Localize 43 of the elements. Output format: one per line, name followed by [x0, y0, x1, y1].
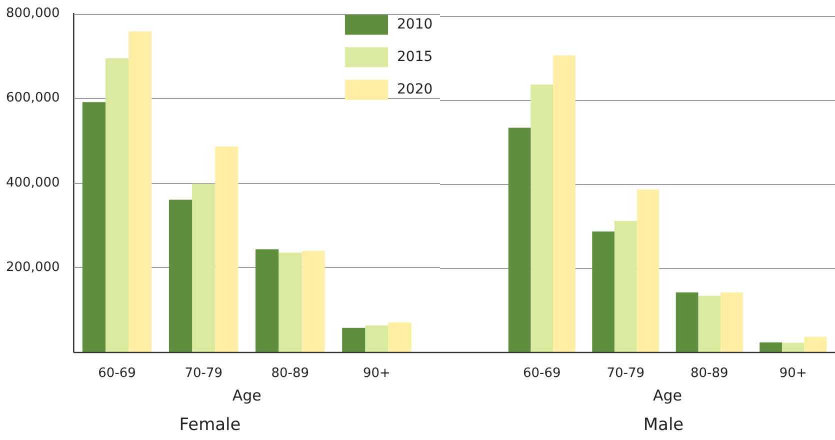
bar — [342, 328, 366, 352]
bar — [720, 292, 743, 352]
x-tick-label: 70-79 — [606, 366, 645, 382]
bar — [530, 84, 554, 352]
bar — [192, 184, 216, 352]
bar — [215, 146, 238, 352]
bar — [168, 200, 192, 352]
bar — [82, 102, 106, 352]
bar — [782, 342, 804, 352]
bar — [676, 292, 698, 352]
legend-label: 2010 — [397, 16, 433, 32]
bar — [388, 322, 412, 352]
x-axis-title: Age — [652, 386, 682, 404]
y-tick-label: 400,000 — [6, 175, 60, 190]
bar — [804, 336, 827, 352]
x-tick-label: 60-69 — [522, 366, 561, 382]
x-tick-label: 80-89 — [271, 366, 310, 382]
bar — [128, 32, 152, 352]
text: Male — [643, 415, 684, 436]
x-tick-label: 60-69 — [98, 366, 136, 382]
bar — [614, 220, 637, 352]
legend-label: 2015 — [397, 48, 433, 65]
bar — [636, 189, 660, 352]
bar — [278, 252, 302, 352]
bar — [592, 231, 614, 352]
x-tick-label: 80-89 — [690, 366, 728, 382]
y-tick-label: 800,000 — [6, 6, 60, 22]
bar — [508, 128, 531, 352]
x-axis-title: Age — [232, 386, 262, 404]
bar — [105, 58, 129, 352]
bar — [365, 325, 388, 352]
text: Female — [179, 415, 241, 436]
x-tick-label: 70-79 — [184, 366, 222, 382]
x-tick-label: 90+ — [363, 366, 390, 382]
y-tick-label: 200,000 — [6, 260, 60, 275]
bar — [698, 296, 721, 352]
bar — [553, 55, 576, 352]
bar — [256, 249, 279, 352]
x-tick-label: 90+ — [779, 366, 807, 382]
y-tick-label: 600,000 — [6, 90, 60, 106]
bar — [760, 342, 782, 352]
bar — [302, 250, 325, 352]
legend-label: 2020 — [397, 81, 433, 98]
